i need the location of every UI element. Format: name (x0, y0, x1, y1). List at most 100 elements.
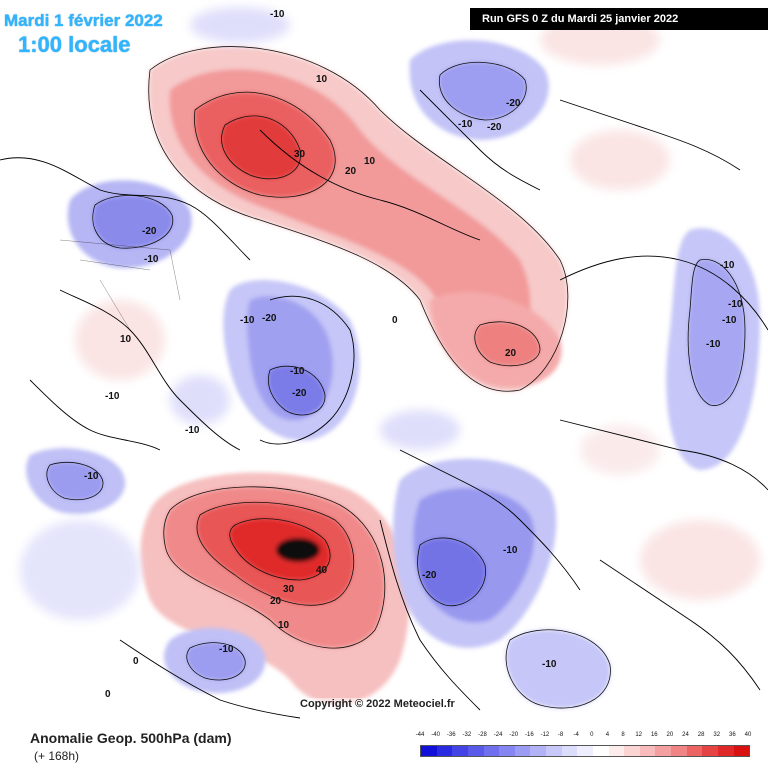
label-north-low2: -20 (487, 122, 502, 133)
legend-swatch (733, 746, 750, 756)
legend-tick-label: 4 (605, 732, 610, 738)
atlantic-ridge (140, 472, 410, 705)
legend-tick-label: -44 (415, 732, 425, 738)
legend-swatch (561, 746, 578, 756)
legend-tick-labels: -44 -40 -36 -32 -28 -24 -20 -16 -12 -8 -4 0 4 8 12 16 20… (416, 732, 752, 742)
legend-tick-label: 8 (621, 732, 625, 738)
china-low (506, 629, 611, 709)
label-na-low: -20 (142, 226, 157, 237)
legend-tick-label: -36 (446, 732, 456, 738)
label-zero-c: 0 (105, 689, 111, 700)
legend-tick-label: 24 (682, 732, 689, 738)
legend-tick-label: 32 (713, 732, 721, 738)
legend-swatch (702, 746, 718, 756)
legend-tick-label: -4 (573, 732, 579, 738)
label-na-10: 10 (120, 334, 132, 345)
coastlines (0, 89, 768, 719)
label-north-low1: -20 (506, 98, 521, 109)
legend-swatch (483, 746, 500, 756)
northern-low (409, 40, 549, 140)
legend-swatch (421, 746, 437, 756)
label-atlantic-40: 40 (316, 565, 328, 576)
arctic-low (223, 280, 360, 441)
label-siberia-20: 20 (505, 348, 517, 359)
copyright-text: Copyright © 2022 Meteociel.fr (300, 698, 455, 710)
label-canada-low: -10 (185, 425, 200, 436)
label-asia-3: -10 (722, 315, 737, 326)
label-na-minus10: -10 (105, 391, 120, 402)
legend-swatch (577, 746, 593, 756)
label-pacific-30: 30 (294, 149, 306, 160)
label-zero-a: 0 (392, 315, 398, 326)
legend-tick-label: 20 (666, 732, 674, 738)
label-na-low2: -10 (144, 254, 159, 265)
label-pacific-low: -10 (84, 471, 99, 482)
label-arctic-4: -20 (292, 388, 307, 399)
pacific-low (26, 448, 126, 515)
legend-swatch (514, 746, 531, 756)
label-atlantic-30: 30 (283, 584, 295, 595)
legend-swatch (671, 746, 687, 756)
anomaly-map: -20 -10 30 20 10 -10 10 -20 -20 -10 20 -… (0, 7, 768, 719)
label-north-low3: -10 (458, 119, 473, 130)
label-mid-atlantic-low: -10 (219, 644, 234, 655)
legend-swatch (467, 746, 484, 756)
legend-tick-label: -8 (557, 732, 564, 738)
label-atlantic-20: 20 (270, 596, 282, 607)
map-date-title: Mardi 1 février 2022 (4, 11, 163, 30)
color-scale-legend: -44 -40 -36 -32 -28 -24 -20 -16 -12 -8 -4 0 4 8 12 16 20… (416, 732, 752, 757)
footer-bar (0, 720, 768, 768)
label-europe-low: -20 (422, 570, 437, 581)
legend-swatch (546, 746, 562, 756)
label-arctic-2: -20 (262, 313, 277, 324)
label-pacific-20: 20 (345, 166, 357, 177)
legend-swatch (499, 746, 515, 756)
legend-tick-label: 28 (697, 732, 705, 738)
legend-swatch (717, 746, 734, 756)
legend-swatch (608, 746, 625, 756)
north-america-low (67, 180, 192, 269)
label-arctic-1: -10 (240, 315, 255, 326)
legend-tick-label: -24 (493, 732, 503, 738)
legend-swatch (624, 746, 640, 756)
label-asia-1: -10 (720, 260, 735, 271)
legend-tick-label: 40 (744, 732, 752, 738)
contour-lines (46, 46, 746, 709)
label-asia-4: -10 (706, 339, 721, 350)
legend-tick-label: -32 (462, 732, 472, 738)
europe-low (393, 458, 557, 648)
mid-atlantic-low (164, 628, 266, 694)
label-zero-b: 0 (133, 656, 139, 667)
legend-title: Anomalie Geop. 500hPa (dam) (30, 730, 232, 746)
legend-tick-label: 0 (590, 732, 594, 738)
label-pacific-10: 10 (364, 156, 376, 167)
legend-tick-label: -28 (478, 732, 487, 738)
label-asia-2: -10 (728, 299, 743, 310)
map-time-title: 1:00 locale (18, 32, 131, 57)
label-top-minus10: -10 (270, 9, 285, 20)
legend-swatch (530, 746, 546, 756)
asia-east-low (666, 228, 760, 470)
legend-tick-label: -12 (540, 732, 550, 738)
label-atlantic-10: 10 (278, 620, 290, 631)
legend-swatch (436, 746, 453, 756)
geopotential-anomaly-field: -20 -10 30 20 10 -10 10 -20 -20 -10 20 -… (0, 7, 768, 719)
label-europe-low2: -10 (503, 545, 518, 556)
legend-tick-label: -16 (524, 732, 534, 738)
legend-tick-label: 12 (635, 732, 642, 738)
label-top-10: 10 (316, 74, 328, 85)
legend-swatch (592, 746, 609, 756)
legend-tick-label: 36 (729, 732, 736, 738)
label-china-low: -10 (542, 659, 557, 670)
legend-swatch (686, 746, 703, 756)
legend-tick-label: -40 (431, 732, 440, 738)
contour-labels: -20 -10 30 20 10 -10 10 -20 -20 -10 20 -… (84, 9, 743, 700)
legend-swatch (452, 746, 468, 756)
legend-swatch (655, 746, 671, 756)
legend-subtitle: (+ 168h) (34, 749, 80, 763)
run-info-banner: Run GFS 0 Z du Mardi 25 janvier 2022 (470, 8, 768, 30)
legend-swatch (639, 746, 656, 756)
legend-color-bar (420, 745, 750, 757)
label-arctic-3: -10 (290, 366, 305, 377)
